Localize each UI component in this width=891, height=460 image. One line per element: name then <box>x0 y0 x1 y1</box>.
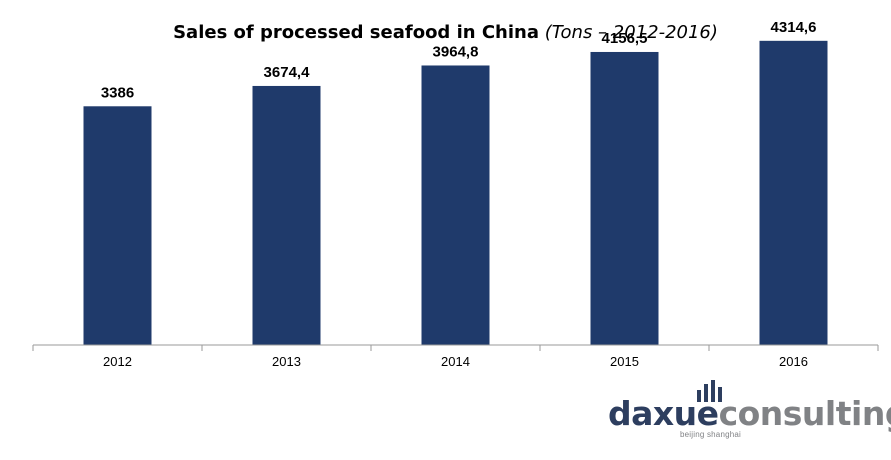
chart-title: Sales of processed seafood in China (Ton… <box>0 22 891 43</box>
category-label-2016: 2016 <box>779 354 808 369</box>
value-label-2013: 3674,4 <box>264 64 311 81</box>
daxue-consulting-logo: daxueconsulting beijing shanghai <box>608 374 891 444</box>
logo-wordmark: daxueconsulting <box>608 394 891 433</box>
bar-2016 <box>759 40 828 345</box>
bars-layer <box>83 40 828 346</box>
category-label-2012: 2012 <box>103 354 132 369</box>
value-label-2014: 3964,8 <box>433 43 479 60</box>
bar-2013 <box>252 85 321 345</box>
logo-bars-icon <box>697 380 727 402</box>
logo-word-daxue: daxue <box>608 394 719 433</box>
bar-2012 <box>83 106 152 345</box>
x-axis-ticks <box>32 345 879 351</box>
value-label-2015: 4156,5 <box>602 30 648 47</box>
category-labels: 2012 2013 2014 2015 2016 <box>103 354 808 369</box>
chart-title-main: Sales of processed seafood in China <box>173 22 539 43</box>
logo-word-consulting: consulting <box>718 394 891 433</box>
bar-2015 <box>590 51 659 346</box>
category-label-2014: 2014 <box>441 354 470 369</box>
value-label-2016: 4314,6 <box>771 19 817 36</box>
logo-tagline: beijing shanghai <box>680 430 742 439</box>
bar-2014 <box>421 65 490 345</box>
category-label-2013: 2013 <box>272 354 301 369</box>
chart-title-subtitle: (Tons – 2012-2016) <box>544 22 718 43</box>
value-labels: 3386 3674,4 3964,8 4156,5 4314,6 <box>101 19 817 101</box>
value-label-2012: 3386 <box>101 84 134 101</box>
category-label-2015: 2015 <box>610 354 639 369</box>
